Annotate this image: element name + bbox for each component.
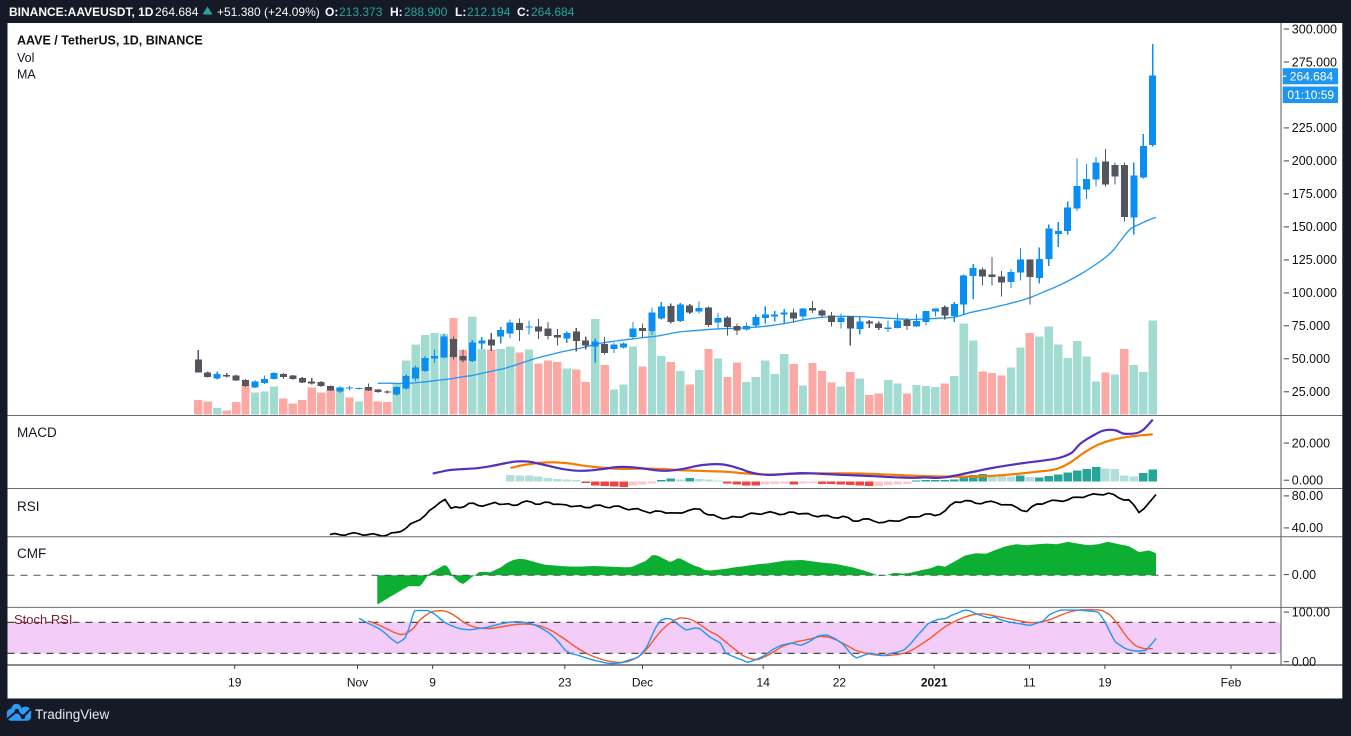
svg-text:288.900: 288.900 xyxy=(404,5,448,19)
svg-text:212.194: 212.194 xyxy=(467,5,511,19)
svg-text:264.684: 264.684 xyxy=(1290,70,1334,84)
svg-text:25.000: 25.000 xyxy=(1292,385,1330,399)
svg-text:19: 19 xyxy=(228,676,242,690)
svg-text:225.000: 225.000 xyxy=(1292,121,1337,135)
svg-text:Vol: Vol xyxy=(17,51,34,65)
svg-text:01:10:59: 01:10:59 xyxy=(1287,88,1334,102)
svg-text:264.684: 264.684 xyxy=(155,5,199,19)
svg-text:0.00: 0.00 xyxy=(1292,655,1316,669)
svg-text:MA: MA xyxy=(17,68,36,82)
svg-text:L:: L: xyxy=(455,5,466,19)
svg-text:175.000: 175.000 xyxy=(1292,187,1337,201)
svg-text:MACD: MACD xyxy=(17,425,57,440)
svg-text:19: 19 xyxy=(1098,676,1112,690)
svg-text:22: 22 xyxy=(833,676,847,690)
svg-text:O:: O: xyxy=(325,5,338,19)
svg-text:40.00: 40.00 xyxy=(1292,521,1323,535)
svg-text:14: 14 xyxy=(757,676,771,690)
svg-text:TradingView: TradingView xyxy=(35,707,110,722)
svg-text:213.373: 213.373 xyxy=(339,5,383,19)
svg-text:75.000: 75.000 xyxy=(1292,319,1330,333)
svg-text:+51.380 (+24.09%): +51.380 (+24.09%) xyxy=(217,5,320,19)
svg-text:50.000: 50.000 xyxy=(1292,352,1330,366)
svg-text:23: 23 xyxy=(558,676,572,690)
svg-text:80.00: 80.00 xyxy=(1292,489,1323,503)
svg-text:264.684: 264.684 xyxy=(531,5,575,19)
svg-text:2021: 2021 xyxy=(921,676,948,690)
svg-text:CMF: CMF xyxy=(17,546,46,561)
svg-text:RSI: RSI xyxy=(17,499,40,514)
svg-text:C:: C: xyxy=(517,5,530,19)
svg-text:0.000: 0.000 xyxy=(1292,474,1323,488)
svg-text:AAVE / TetherUS, 1D, BINANCE: AAVE / TetherUS, 1D, BINANCE xyxy=(17,34,203,48)
svg-text:9: 9 xyxy=(429,676,436,690)
svg-text:125.000: 125.000 xyxy=(1292,253,1337,267)
svg-text:20.000: 20.000 xyxy=(1292,436,1330,450)
svg-text:100.00: 100.00 xyxy=(1292,605,1330,619)
svg-text:300.000: 300.000 xyxy=(1292,22,1337,36)
svg-text:H:: H: xyxy=(390,5,403,19)
svg-text:Feb: Feb xyxy=(1221,676,1242,690)
svg-text:275.000: 275.000 xyxy=(1292,55,1337,69)
svg-text:11: 11 xyxy=(1023,676,1036,690)
svg-text:100.000: 100.000 xyxy=(1292,286,1337,300)
svg-text:200.000: 200.000 xyxy=(1292,154,1337,168)
svg-text:Nov: Nov xyxy=(347,676,368,690)
svg-text:Stoch RSI: Stoch RSI xyxy=(14,612,73,627)
svg-text:0.00: 0.00 xyxy=(1292,568,1316,582)
svg-text:BINANCE:AAVEUSDT, 1D: BINANCE:AAVEUSDT, 1D xyxy=(9,5,154,19)
svg-text:Dec: Dec xyxy=(632,676,653,690)
svg-text:150.000: 150.000 xyxy=(1292,220,1337,234)
